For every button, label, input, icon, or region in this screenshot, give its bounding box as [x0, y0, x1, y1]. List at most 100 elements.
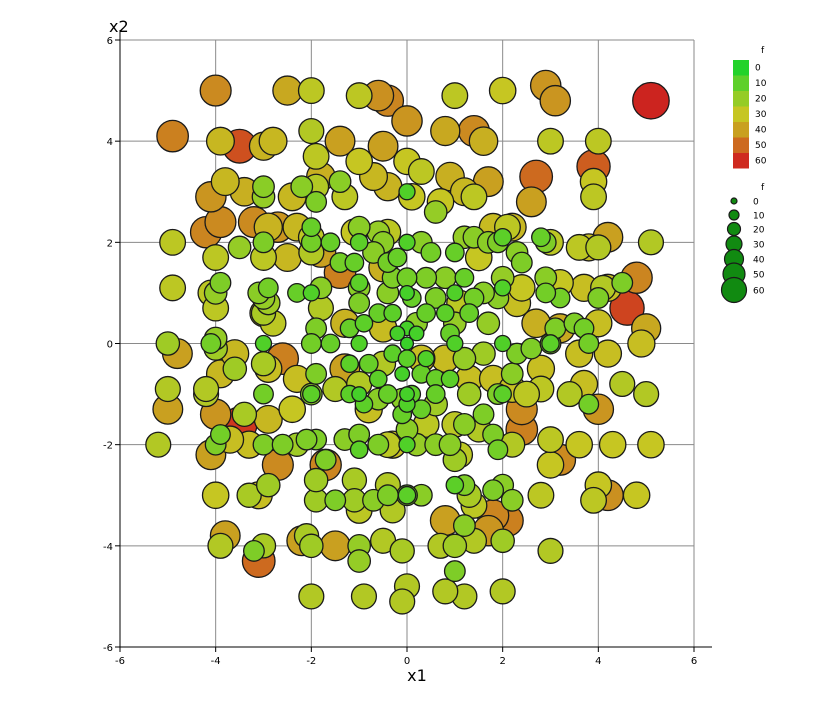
x-tick-label: 0	[404, 656, 410, 667]
data-point	[389, 538, 415, 564]
x-tick-label: 2	[499, 656, 505, 667]
y-tick-label: 0	[107, 340, 113, 351]
data-point	[377, 384, 398, 404]
data-point	[290, 175, 314, 199]
color-legend-label: 20	[755, 95, 767, 105]
size-legend-marker	[720, 276, 748, 304]
data-point	[494, 279, 512, 297]
data-point	[207, 532, 234, 559]
data-point	[391, 105, 423, 137]
data-point	[578, 333, 600, 354]
data-point	[408, 325, 425, 342]
data-point	[345, 147, 373, 176]
x-tick-label: 6	[691, 656, 697, 667]
data-point	[627, 329, 656, 358]
data-point	[472, 403, 495, 426]
data-point	[425, 384, 446, 404]
data-point	[633, 380, 660, 408]
data-point	[399, 284, 415, 301]
data-point	[415, 266, 438, 289]
data-point	[452, 346, 477, 371]
data-point	[424, 287, 447, 309]
data-point	[537, 127, 564, 155]
size-legend-marker	[730, 197, 738, 205]
data-point	[454, 267, 475, 288]
data-point	[490, 528, 515, 554]
data-point	[598, 430, 627, 459]
data-point	[510, 251, 533, 274]
data-point	[301, 217, 322, 238]
data-point	[209, 271, 232, 294]
y-axis-title: x2	[109, 17, 129, 36]
data-point	[442, 533, 468, 559]
data-point	[324, 125, 356, 157]
data-point	[398, 183, 416, 201]
data-point	[441, 82, 469, 110]
data-point	[298, 583, 325, 610]
data-point	[252, 433, 275, 456]
y-tick-label: 4	[107, 137, 113, 148]
color-legend-label: 30	[755, 110, 767, 120]
data-point	[444, 242, 465, 263]
data-point	[637, 229, 665, 256]
data-point	[305, 190, 328, 213]
y-tick-label: -4	[103, 542, 113, 553]
data-point	[394, 365, 411, 382]
data-point	[565, 430, 594, 459]
data-point	[531, 227, 551, 248]
size-legend-marker	[728, 209, 740, 221]
y-tick-label: 6	[107, 36, 113, 47]
data-point	[541, 334, 560, 353]
data-point	[145, 431, 172, 458]
data-point	[302, 142, 330, 170]
data-point	[254, 334, 273, 353]
data-point	[324, 489, 347, 512]
data-point	[637, 430, 665, 459]
data-point	[435, 303, 455, 323]
size-legend-label: 50	[753, 271, 765, 281]
color-legend-swatch	[733, 122, 749, 138]
color-legend-label: 0	[755, 64, 761, 74]
data-point	[297, 77, 325, 105]
data-point	[155, 331, 181, 356]
data-point	[537, 426, 564, 454]
color-legend-swatch	[733, 91, 749, 107]
data-point	[347, 549, 372, 573]
data-point	[399, 386, 415, 403]
data-point	[154, 375, 181, 403]
data-point	[487, 439, 509, 461]
data-point	[320, 232, 341, 253]
data-point	[351, 386, 368, 403]
data-point	[159, 274, 187, 302]
size-legend-label: 0	[753, 198, 759, 208]
x-axis-title: x1	[407, 666, 427, 685]
data-point	[430, 115, 461, 147]
data-point	[348, 292, 371, 314]
data-point	[446, 334, 464, 353]
data-point	[314, 448, 337, 471]
data-point	[520, 337, 543, 360]
data-point	[537, 537, 564, 564]
data-point	[250, 351, 277, 377]
data-point	[257, 277, 279, 299]
x-tick-label: -2	[306, 656, 316, 667]
y-tick-label: 2	[107, 238, 113, 249]
data-point	[258, 126, 288, 156]
size-legend-marker	[726, 221, 742, 237]
data-point	[349, 273, 369, 293]
size-legend-label: 20	[753, 226, 765, 236]
size-legend-label: 30	[753, 241, 765, 251]
data-point	[236, 482, 262, 508]
data-point	[328, 170, 352, 194]
data-point	[368, 369, 388, 389]
data-point	[399, 336, 415, 351]
data-point	[242, 539, 265, 562]
data-point	[222, 356, 248, 382]
data-point	[319, 530, 351, 562]
data-point	[397, 485, 417, 505]
data-point	[432, 578, 459, 605]
data-point	[302, 384, 321, 404]
data-point	[271, 433, 294, 456]
data-point	[200, 333, 222, 354]
